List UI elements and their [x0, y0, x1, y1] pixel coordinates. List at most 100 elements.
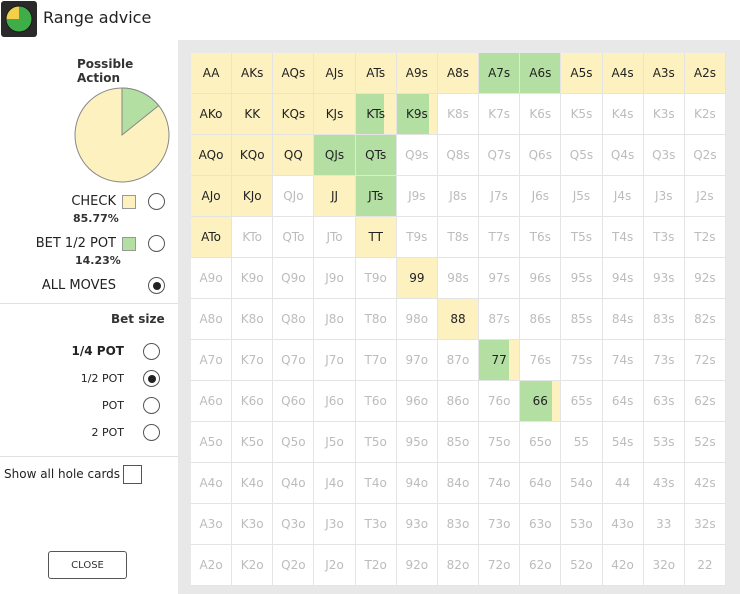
hand-cell-J8s[interactable]: J8s [437, 176, 480, 217]
hand-cell-J6o[interactable]: J6o [314, 381, 356, 422]
hand-cell-J8o[interactable]: J8o [314, 299, 356, 340]
hand-cell-JTs[interactable]: JTs [355, 176, 397, 217]
hand-cell-K4o[interactable]: K4o [232, 463, 274, 504]
hand-cell-96s[interactable]: 96s [520, 258, 562, 299]
hand-cell-88[interactable]: 88 [437, 299, 480, 340]
hand-cell-A4s[interactable]: A4s [602, 53, 644, 94]
hand-cell-66[interactable]: 66 [520, 381, 562, 422]
hand-cell-86s[interactable]: 86s [520, 299, 562, 340]
hand-cell-Q2s[interactable]: Q2s [684, 135, 726, 176]
hand-cell-QJs[interactable]: QJs [314, 135, 356, 176]
hand-cell-A4o[interactable]: A4o [191, 463, 233, 504]
hand-cell-42s[interactable]: 42s [684, 463, 726, 504]
hand-cell-64s[interactable]: 64s [602, 381, 644, 422]
hand-cell-95o[interactable]: 95o [396, 422, 438, 463]
hand-cell-QTs[interactable]: QTs [355, 135, 397, 176]
hand-cell-J4s[interactable]: J4s [602, 176, 644, 217]
hand-cell-97s[interactable]: 97s [479, 258, 521, 299]
hand-cell-73o[interactable]: 73o [479, 504, 521, 545]
hand-cell-ATo[interactable]: ATo [191, 217, 233, 258]
hand-cell-K5s[interactable]: K5s [561, 94, 603, 135]
bet-size-2-pot-radio[interactable] [143, 424, 160, 441]
hand-cell-74s[interactable]: 74s [602, 340, 644, 381]
hand-cell-T3s[interactable]: T3s [643, 217, 685, 258]
hand-cell-Q6s[interactable]: Q6s [520, 135, 562, 176]
hand-cell-JTo[interactable]: JTo [314, 217, 356, 258]
hand-cell-76s[interactable]: 76s [520, 340, 562, 381]
hand-cell-63o[interactable]: 63o [520, 504, 562, 545]
check-radio[interactable] [148, 193, 165, 210]
hand-cell-A8s[interactable]: A8s [437, 53, 480, 94]
hand-cell-A7s[interactable]: A7s [479, 53, 521, 94]
hand-cell-94o[interactable]: 94o [396, 463, 438, 504]
hand-cell-83o[interactable]: 83o [437, 504, 480, 545]
hand-cell-A6o[interactable]: A6o [191, 381, 233, 422]
hand-cell-52o[interactable]: 52o [561, 545, 603, 586]
hand-cell-AKo[interactable]: AKo [191, 94, 233, 135]
hand-cell-T7s[interactable]: T7s [479, 217, 521, 258]
hand-cell-Q3o[interactable]: Q3o [273, 504, 315, 545]
hand-cell-T3o[interactable]: T3o [355, 504, 397, 545]
hand-cell-82s[interactable]: 82s [684, 299, 726, 340]
hand-cell-T8s[interactable]: T8s [437, 217, 480, 258]
hand-cell-87s[interactable]: 87s [479, 299, 521, 340]
hand-cell-AQs[interactable]: AQs [273, 53, 315, 94]
show-all-hole-cards-checkbox[interactable] [123, 465, 142, 484]
hand-cell-65s[interactable]: 65s [561, 381, 603, 422]
hand-cell-J9o[interactable]: J9o [314, 258, 356, 299]
hand-cell-Q9s[interactable]: Q9s [396, 135, 438, 176]
hand-cell-QJo[interactable]: QJo [273, 176, 315, 217]
hand-cell-K7o[interactable]: K7o [232, 340, 274, 381]
hand-cell-43o[interactable]: 43o [602, 504, 644, 545]
hand-cell-74o[interactable]: 74o [479, 463, 521, 504]
hand-cell-A8o[interactable]: A8o [191, 299, 233, 340]
all-moves-radio[interactable] [148, 277, 165, 294]
hand-cell-J5s[interactable]: J5s [561, 176, 603, 217]
hand-cell-92s[interactable]: 92s [684, 258, 726, 299]
hand-cell-96o[interactable]: 96o [396, 381, 438, 422]
hand-cell-K9o[interactable]: K9o [232, 258, 274, 299]
hand-cell-53o[interactable]: 53o [561, 504, 603, 545]
hand-cell-Q7s[interactable]: Q7s [479, 135, 521, 176]
hand-cell-Q7o[interactable]: Q7o [273, 340, 315, 381]
hand-cell-J2o[interactable]: J2o [314, 545, 356, 586]
hand-cell-A7o[interactable]: A7o [191, 340, 233, 381]
hand-cell-86o[interactable]: 86o [437, 381, 480, 422]
hand-cell-42o[interactable]: 42o [602, 545, 644, 586]
hand-cell-92o[interactable]: 92o [396, 545, 438, 586]
hand-cell-Q5s[interactable]: Q5s [561, 135, 603, 176]
hand-cell-32s[interactable]: 32s [684, 504, 726, 545]
hand-cell-QQ[interactable]: QQ [273, 135, 315, 176]
hand-cell-QTo[interactable]: QTo [273, 217, 315, 258]
hand-cell-T2s[interactable]: T2s [684, 217, 726, 258]
hand-cell-K2s[interactable]: K2s [684, 94, 726, 135]
hand-cell-K3o[interactable]: K3o [232, 504, 274, 545]
hand-cell-T2o[interactable]: T2o [355, 545, 397, 586]
hand-cell-64o[interactable]: 64o [520, 463, 562, 504]
hand-cell-J7o[interactable]: J7o [314, 340, 356, 381]
hand-cell-82o[interactable]: 82o [437, 545, 480, 586]
hand-cell-KQs[interactable]: KQs [273, 94, 315, 135]
hand-cell-98o[interactable]: 98o [396, 299, 438, 340]
hand-cell-73s[interactable]: 73s [643, 340, 685, 381]
hand-cell-T9s[interactable]: T9s [396, 217, 438, 258]
hand-cell-A2s[interactable]: A2s [684, 53, 726, 94]
hand-cell-J7s[interactable]: J7s [479, 176, 521, 217]
hand-cell-22[interactable]: 22 [684, 545, 726, 586]
hand-cell-K2o[interactable]: K2o [232, 545, 274, 586]
hand-cell-44[interactable]: 44 [602, 463, 644, 504]
hand-cell-T5s[interactable]: T5s [561, 217, 603, 258]
hand-cell-Q8o[interactable]: Q8o [273, 299, 315, 340]
hand-cell-T4s[interactable]: T4s [602, 217, 644, 258]
hand-cell-93o[interactable]: 93o [396, 504, 438, 545]
hand-cell-K3s[interactable]: K3s [643, 94, 685, 135]
hand-cell-A9o[interactable]: A9o [191, 258, 233, 299]
hand-cell-T5o[interactable]: T5o [355, 422, 397, 463]
hand-cell-Q2o[interactable]: Q2o [273, 545, 315, 586]
close-button[interactable]: CLOSE [48, 551, 127, 579]
hand-cell-J2s[interactable]: J2s [684, 176, 726, 217]
hand-cell-J9s[interactable]: J9s [396, 176, 438, 217]
hand-cell-77[interactable]: 77 [479, 340, 521, 381]
hand-cell-85o[interactable]: 85o [437, 422, 480, 463]
hand-cell-Q5o[interactable]: Q5o [273, 422, 315, 463]
